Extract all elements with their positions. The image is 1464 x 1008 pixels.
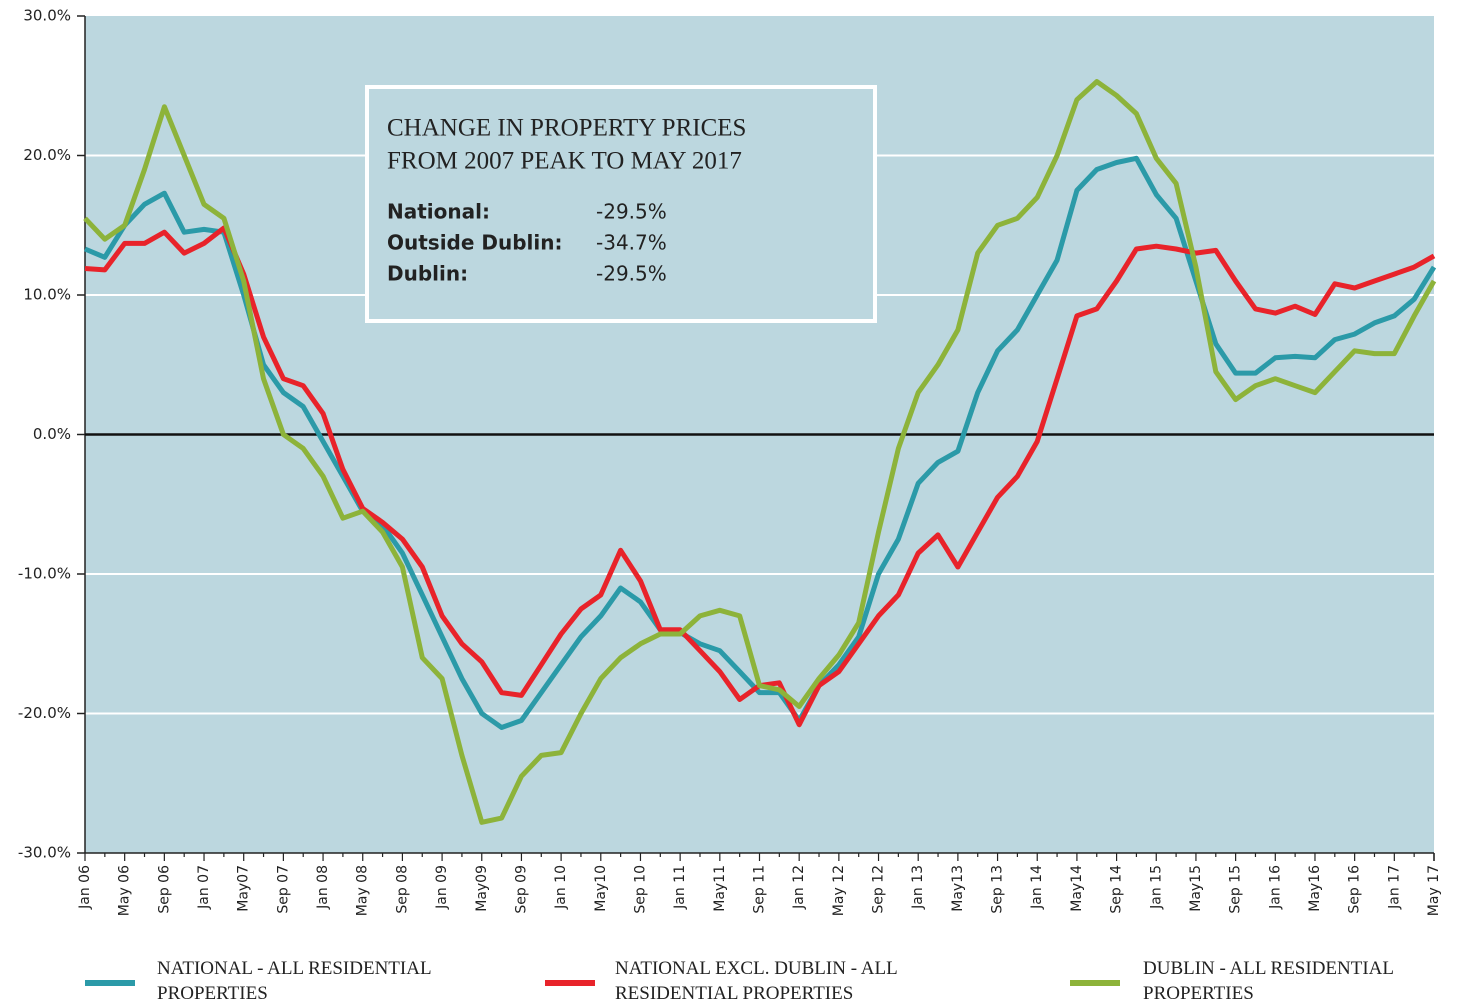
legend-label: NATIONAL EXCL. DUBLIN - ALL RESIDENTIAL …: [615, 958, 897, 1004]
series-line: [83, 79, 1437, 825]
legend-label: DUBLIN - ALL RESIDENTIAL PROPERTIES: [1143, 958, 1394, 1004]
x-tick-label: Jan 10: [553, 865, 569, 910]
x-tick-label: May10: [593, 865, 609, 912]
x-tick-label: Jan 07: [196, 865, 212, 910]
y-tick-label: -20.0%: [18, 704, 71, 722]
x-tick-label: Sep 12: [871, 865, 887, 914]
x-tick-label: May15: [1188, 865, 1204, 912]
series-line: [84, 155, 1437, 730]
y-tick-label: 10.0%: [23, 286, 71, 304]
x-tick-label: May 06: [117, 865, 133, 916]
x-tick-label: Jan 06: [77, 865, 93, 910]
x-tick-label: Sep 08: [394, 865, 410, 914]
x-tick-label: Jan 14: [1029, 865, 1045, 910]
x-tick-label: Jan 15: [1148, 865, 1164, 910]
annotation-label: Outside Dublin:: [387, 231, 563, 255]
legend-swatch: [545, 980, 595, 986]
x-tick-label: May 12: [831, 865, 847, 916]
x-tick-label: Sep 10: [632, 865, 648, 914]
chart: -30.0% -20.0% -10.0% 0.0% 10.0% 20.0% 30.0% Jan…: [18, 7, 1442, 917]
x-tick-label: Jan 13: [910, 865, 926, 910]
annotation-label: National:: [387, 200, 490, 224]
annotation-value: -29.5%: [596, 262, 667, 286]
x-tick-label: Jan 11: [672, 865, 688, 910]
x-tick-label: Jan 12: [791, 865, 807, 910]
x-tick-label: Sep 16: [1347, 865, 1363, 914]
x-tick-label: May07: [236, 865, 252, 912]
x-tick-label: May13: [950, 865, 966, 912]
x-tick-label: Jan 17: [1386, 865, 1402, 910]
x-tick-label: May 17: [1426, 865, 1442, 916]
annotation-title: CHANGE IN PROPERTY PRICES: [387, 115, 746, 142]
x-tick-label: May 08: [355, 865, 371, 916]
x-tick-label: May14: [1069, 865, 1085, 912]
annotation-value: -29.5%: [596, 200, 667, 224]
legend-label: NATIONAL - ALL RESIDENTIAL PROPERTIES: [157, 958, 431, 1004]
y-tick-label: 30.0%: [23, 7, 71, 25]
x-tick-label: Sep 14: [1109, 865, 1125, 914]
annotation-value: -34.7%: [596, 231, 667, 255]
annotation-box: [365, 85, 877, 323]
y-tick-label: 20.0%: [23, 146, 71, 164]
x-tick-label: May16: [1307, 865, 1323, 912]
x-tick-label: May09: [474, 865, 490, 912]
x-tick-label: May11: [712, 865, 728, 912]
x-tick-label: Sep 13: [990, 865, 1006, 914]
y-tick-label: -10.0%: [18, 565, 71, 583]
x-tick-label: Sep 11: [752, 865, 768, 914]
y-tick-label: -30.0%: [18, 844, 71, 862]
x-tick-label: Sep 09: [513, 865, 529, 914]
x-tick-label: Jan 09: [434, 865, 450, 910]
annotation-label: Dublin:: [387, 262, 468, 286]
legend-swatch: [85, 980, 135, 986]
x-tick-label: Sep 06: [156, 865, 172, 914]
x-tick-label: Sep 07: [275, 865, 291, 914]
x-tick-label: Jan 08: [315, 865, 331, 910]
legend-swatch: [1070, 980, 1120, 986]
annotation-title: FROM 2007 PEAK TO MAY 2017: [387, 148, 742, 175]
x-tick-label: Sep 15: [1228, 865, 1244, 914]
y-tick-label: 0.0%: [33, 425, 71, 443]
x-tick-label: Jan 16: [1267, 865, 1283, 910]
